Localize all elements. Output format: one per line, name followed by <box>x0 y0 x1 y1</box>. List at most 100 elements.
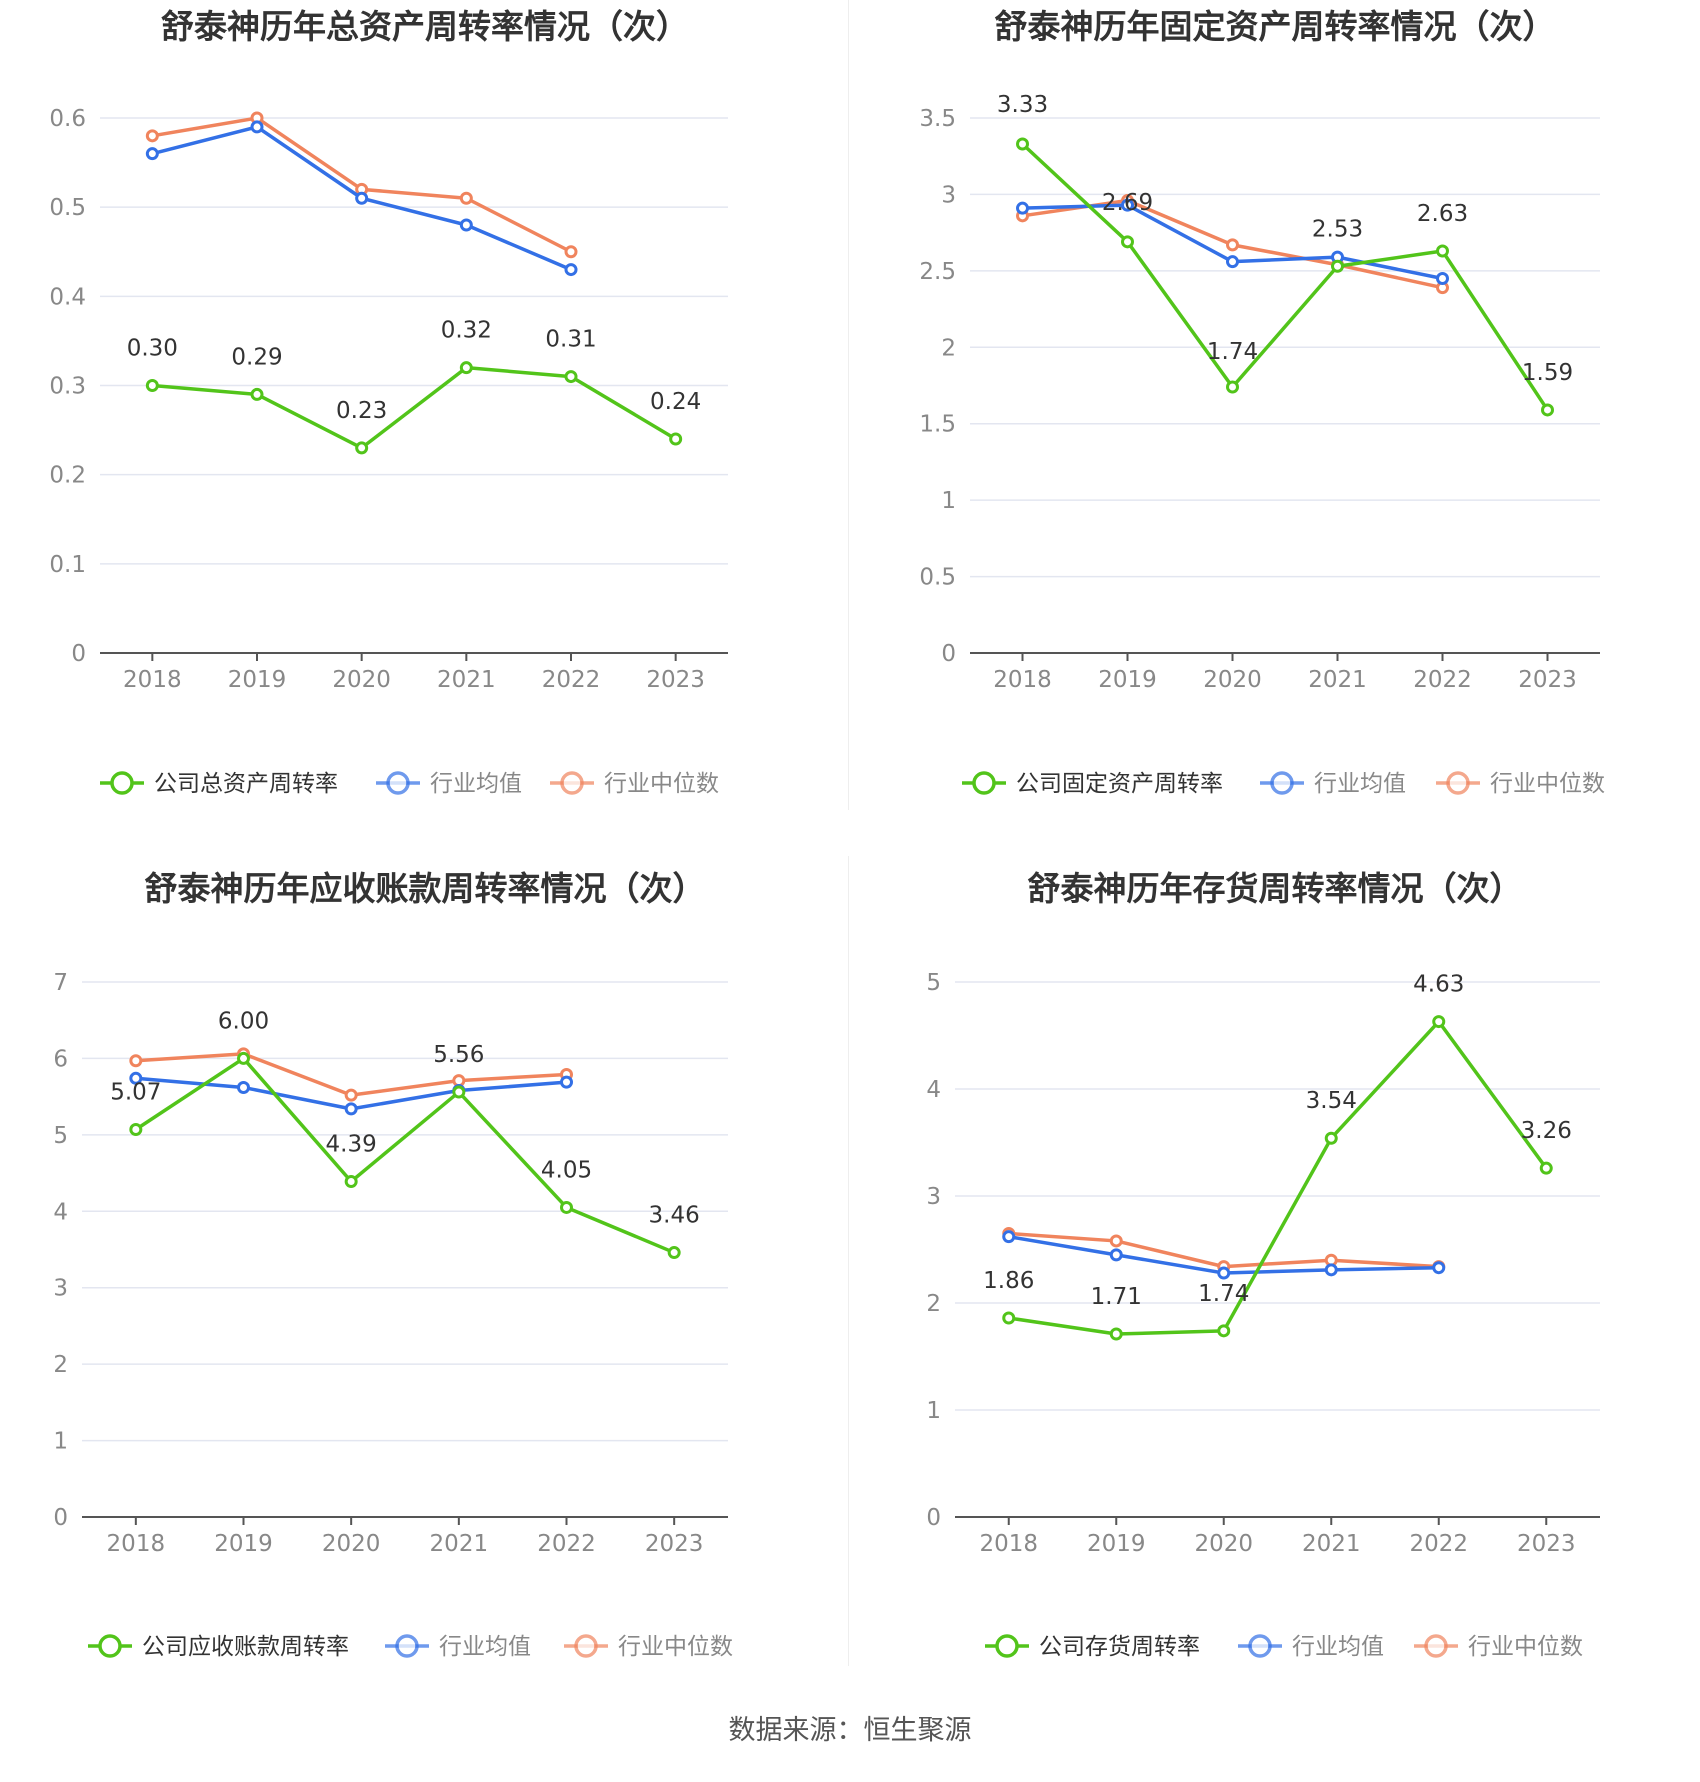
y-tick-label: 0.5 <box>49 195 86 221</box>
x-tick-label: 2020 <box>332 667 391 693</box>
data-point-median <box>459 191 473 205</box>
data-label: 4.39 <box>326 1131 377 1157</box>
data-label: 0.31 <box>545 327 596 353</box>
legend-item-average: 行业均值 <box>1260 771 1406 797</box>
data-point-company <box>1331 259 1344 273</box>
legend-label: 行业均值 <box>1292 1634 1384 1660</box>
vertical-divider-top <box>848 0 849 810</box>
vertical-divider-bottom <box>848 856 849 1666</box>
x-tick-label: 2021 <box>437 667 496 693</box>
data-source-note: 数据来源：恒生聚源 <box>728 1715 972 1746</box>
data-point-average <box>1016 201 1029 215</box>
data-point-average <box>564 263 578 277</box>
legend-item-median: 行业中位数 <box>1436 771 1605 797</box>
data-point-company <box>1002 1311 1016 1325</box>
data-label: 3.54 <box>1306 1088 1357 1114</box>
data-point-average <box>1217 1266 1231 1280</box>
legend-item-company: 公司存货周转率 <box>985 1634 1200 1660</box>
data-point-company <box>1541 403 1554 417</box>
legend-item-median: 行业中位数 <box>550 771 719 797</box>
data-point-company <box>129 1123 143 1137</box>
data-point-average <box>1324 1263 1338 1277</box>
legend-marker <box>98 1634 122 1658</box>
legend-label: 行业中位数 <box>1490 771 1605 797</box>
series-line-company <box>134 1056 675 1255</box>
charts-svg: 舒泰神历年总资产周转率情况（次） 0 0.1 0.2 0.3 0.4 0.5 0.6 2018 2… <box>49 7 1605 1660</box>
data-point-median <box>1109 1234 1123 1248</box>
data-point-company <box>452 1085 466 1099</box>
legend-item-average: 行业均值 <box>1238 1634 1384 1660</box>
data-label: 2.63 <box>1417 201 1468 227</box>
data-label: 0.29 <box>231 344 282 370</box>
y-tick-label: 0.2 <box>49 463 86 489</box>
x-tick-label: 2018 <box>107 1531 166 1557</box>
y-tick-label: 2.5 <box>919 259 956 285</box>
data-point-average <box>129 1071 143 1085</box>
y-tick-label: 0 <box>53 1505 68 1531</box>
data-point-median <box>145 129 159 143</box>
data-point-company <box>560 1200 573 1214</box>
legend-item-company: 公司固定资产周转率 <box>962 771 1223 797</box>
x-tick-label: 2023 <box>645 1531 704 1557</box>
data-label: 2.53 <box>1312 216 1363 242</box>
legend-marker <box>1248 1634 1272 1658</box>
y-tick-label: 7 <box>53 970 68 996</box>
series-line-company <box>1008 1019 1548 1336</box>
legend-item-company: 公司应收账款周转率 <box>88 1634 349 1660</box>
data-label: 3.33 <box>997 92 1048 118</box>
data-label: 3.26 <box>1521 1118 1572 1144</box>
data-point-average <box>459 218 473 232</box>
y-tick-label: 3 <box>941 182 956 208</box>
legend-marker <box>995 1634 1019 1658</box>
x-tick-label: 2021 <box>1308 667 1367 693</box>
x-tick-label: 2019 <box>228 667 287 693</box>
chart-title: 舒泰神历年存货周转率情况（次） <box>1028 869 1523 908</box>
data-point-company <box>1226 380 1239 394</box>
data-label: 6.00 <box>218 1008 269 1034</box>
data-point-company <box>1539 1161 1553 1175</box>
x-tick-label: 2022 <box>537 1531 596 1557</box>
legend-label: 行业均值 <box>439 1634 531 1660</box>
legend-label: 公司总资产周转率 <box>154 771 338 797</box>
x-tick-label: 2022 <box>1409 1531 1468 1557</box>
data-point-company <box>667 1246 681 1260</box>
data-label: 5.07 <box>110 1080 161 1106</box>
x-tick-label: 2023 <box>1517 1531 1576 1557</box>
y-tick-label: 5 <box>53 1123 68 1149</box>
legend-label: 行业均值 <box>430 771 522 797</box>
legend-label: 公司存货周转率 <box>1039 1634 1200 1660</box>
data-label: 3.46 <box>649 1203 700 1229</box>
y-tick-label: 0.5 <box>919 565 956 591</box>
data-point-average <box>1226 255 1239 269</box>
data-point-average <box>355 191 369 205</box>
chart-panel-1: 舒泰神历年总资产周转率情况（次） 0 0.1 0.2 0.3 0.4 0.5 0.6 2018 2… <box>49 7 728 797</box>
y-tick-label: 4 <box>926 1077 941 1103</box>
legend-marker <box>1424 1634 1448 1658</box>
legend-item-median: 行业中位数 <box>564 1634 733 1660</box>
legend-label: 公司应收账款周转率 <box>142 1634 349 1660</box>
legend-label: 行业中位数 <box>618 1634 733 1660</box>
legend-marker <box>1446 771 1470 795</box>
data-label: 1.86 <box>983 1268 1034 1294</box>
data-point-average <box>237 1080 250 1094</box>
y-tick-label: 0.3 <box>49 374 86 400</box>
legend-marker <box>560 771 584 795</box>
legend-marker <box>574 1634 598 1658</box>
y-tick-label: 2 <box>53 1352 68 1378</box>
data-point-company <box>344 1174 358 1188</box>
legend-marker <box>1270 771 1294 795</box>
data-point-average <box>1121 198 1134 212</box>
legend-item-company: 公司总资产周转率 <box>100 771 338 797</box>
data-point-median <box>129 1054 143 1068</box>
x-tick-label: 2022 <box>1413 667 1472 693</box>
data-point-company <box>1324 1131 1338 1145</box>
legend-item-average: 行业均值 <box>385 1634 531 1660</box>
data-point-average <box>1002 1230 1016 1244</box>
x-tick-label: 2018 <box>993 667 1052 693</box>
y-tick-label: 2 <box>926 1291 941 1317</box>
data-label: 2.69 <box>1102 190 1153 216</box>
data-point-company <box>237 1051 250 1065</box>
data-point-company <box>1217 1324 1231 1338</box>
